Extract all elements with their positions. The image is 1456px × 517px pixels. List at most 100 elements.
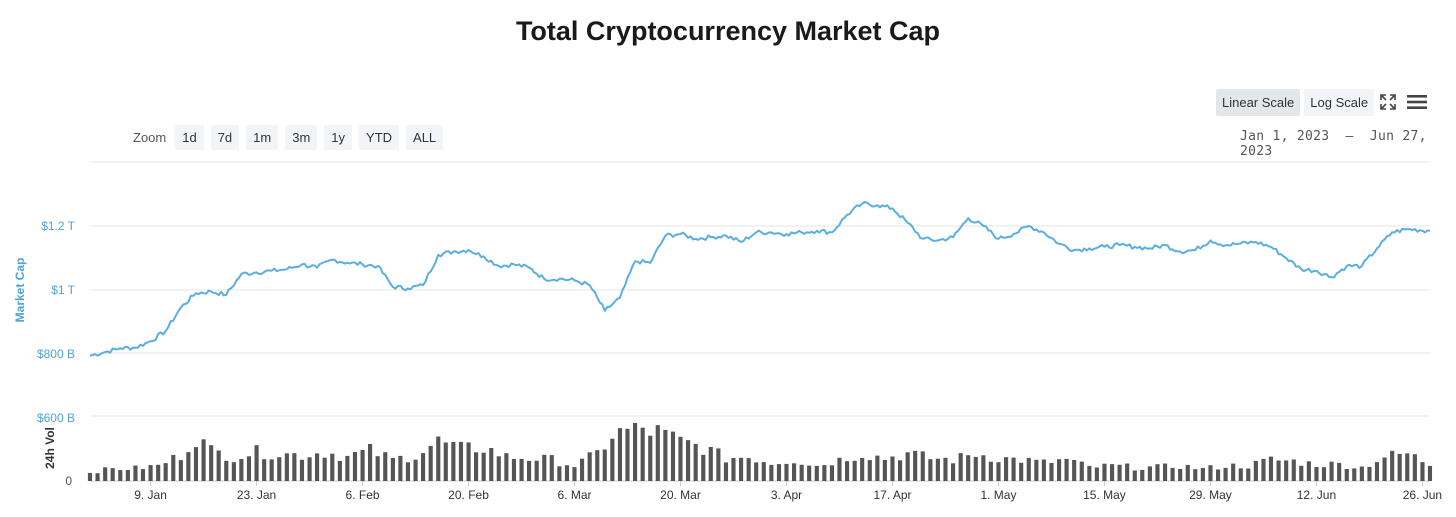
volume-bar [769, 464, 774, 481]
y-tick-label: $800 B [37, 347, 75, 361]
volume-bar [1276, 460, 1281, 481]
volume-bar [1170, 467, 1175, 481]
volume-bar [617, 428, 623, 481]
zoom-3m-button[interactable]: 3m [285, 125, 318, 150]
volume-bars [87, 423, 1433, 481]
zoom-label: Zoom [133, 130, 167, 145]
volume-bar [829, 465, 835, 481]
volume-bar [519, 458, 524, 481]
hamburger-menu-icon[interactable] [1406, 92, 1428, 117]
linear-scale-button[interactable]: Linear Scale [1216, 89, 1301, 116]
volume-bar [262, 459, 267, 481]
volume-bar [1238, 468, 1243, 481]
volume-bar [1163, 463, 1168, 481]
volume-bar [1329, 461, 1334, 481]
volume-bar [860, 458, 865, 481]
volume-bar [307, 457, 312, 481]
volume-bar [792, 463, 797, 481]
volume-bar [686, 440, 691, 481]
volume-bar [875, 455, 880, 481]
volume-bar [125, 470, 130, 481]
volume-bar [436, 436, 441, 481]
volume-bar [1284, 460, 1289, 481]
volume-bar [428, 445, 433, 481]
volume-bar [1185, 464, 1190, 481]
log-scale-button[interactable]: Log Scale [1304, 89, 1375, 116]
volume-bar [1057, 459, 1062, 481]
volume-bar [587, 452, 592, 481]
volume-bar [784, 463, 789, 481]
volume-bar [451, 442, 456, 481]
volume-bar [1231, 463, 1236, 481]
volume-bar [1019, 462, 1024, 481]
volume-bar [284, 453, 289, 481]
volume-bar [776, 464, 782, 481]
volume-bar [140, 469, 146, 481]
volume-bar [1026, 457, 1031, 481]
volume-bar [299, 459, 305, 481]
volume-bar [625, 428, 630, 481]
volume-bar [1140, 469, 1145, 481]
volume-bar [890, 456, 895, 481]
y-tick-label: $1 T [51, 283, 75, 297]
zoom-all-button[interactable]: ALL [406, 125, 444, 150]
volume-bar [1314, 467, 1319, 481]
x-tick-label: 29. May [1189, 488, 1232, 502]
volume-axis-title: 24h Vol [43, 427, 57, 469]
volume-bar [390, 458, 395, 481]
volume-bar [421, 453, 426, 481]
volume-bar [693, 443, 698, 481]
volume-bar [814, 465, 819, 481]
fullscreen-icon[interactable] [1378, 92, 1398, 117]
volume-bar [572, 467, 577, 481]
volume-bar [670, 431, 676, 481]
volume-bar [542, 454, 547, 481]
x-tick-label: 9. Jan [134, 488, 167, 502]
x-tick-label: 15. May [1083, 488, 1126, 502]
volume-bar [610, 438, 615, 481]
volume-bar [383, 452, 388, 481]
volume-bar [882, 460, 887, 481]
zoom-1y-button[interactable]: 1y [324, 125, 353, 150]
y-tick-label: $600 B [37, 411, 75, 425]
x-tick-label: 17. Apr [873, 488, 911, 502]
zoom-1m-button[interactable]: 1m [246, 125, 279, 150]
date-range-from[interactable]: Jan 1, 2023 [1240, 129, 1330, 144]
volume-bar [988, 461, 993, 481]
volume-bar [186, 452, 191, 481]
volume-bar [352, 452, 358, 481]
volume-bar [1223, 467, 1228, 481]
volume-bar [1079, 461, 1084, 481]
volume-bar [254, 445, 259, 481]
volume-bar [716, 448, 721, 481]
volume-bar [1337, 462, 1342, 481]
volume-bar [1268, 456, 1274, 481]
volume-bar [557, 466, 562, 481]
x-tick-label: 20. Feb [448, 488, 489, 502]
volume-bar [87, 473, 93, 481]
volume-bar [156, 464, 161, 481]
zoom-1d-button[interactable]: 1d [175, 125, 204, 150]
volume-bar [822, 465, 827, 481]
zoom-7d-button[interactable]: 7d [210, 125, 240, 150]
volume-bar [1208, 465, 1213, 481]
volume-bar [277, 457, 282, 481]
volume-bar [595, 450, 600, 481]
volume-bar [481, 452, 486, 481]
volume-bar [496, 456, 501, 481]
date-range-to[interactable]: Jun 27, 2023 [1240, 129, 1427, 159]
volume-bar [1132, 470, 1137, 481]
volume-bar [163, 463, 168, 481]
x-tick-label: 12. Jun [1297, 488, 1336, 502]
volume-bar [1299, 465, 1304, 481]
volume-bar [633, 423, 638, 481]
volume-bar [1110, 464, 1115, 481]
volume-bar [474, 452, 479, 481]
volume-bar [640, 427, 645, 481]
volume-bar [1178, 469, 1183, 481]
market-cap-line-layer [89, 200, 1431, 357]
volume-bar [1125, 463, 1130, 481]
zoom-ytd-button[interactable]: YTD [359, 125, 400, 150]
x-tick-label: 6. Feb [346, 488, 380, 502]
